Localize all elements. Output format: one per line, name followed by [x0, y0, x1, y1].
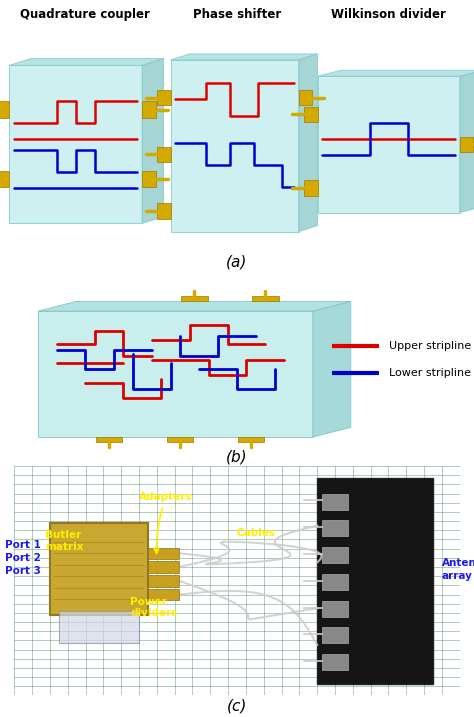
Polygon shape [157, 204, 171, 219]
Bar [322, 547, 348, 563]
Text: Upper stripline: Upper stripline [389, 341, 471, 351]
Bar [148, 561, 179, 573]
Polygon shape [96, 437, 122, 442]
Polygon shape [0, 171, 9, 187]
Bar [148, 575, 179, 587]
Polygon shape [299, 90, 312, 105]
Polygon shape [38, 311, 313, 437]
Polygon shape [38, 301, 351, 311]
Text: Lower stripline: Lower stripline [389, 368, 471, 378]
Bar [322, 627, 348, 643]
Text: Power
dividers: Power dividers [130, 597, 177, 619]
Polygon shape [9, 59, 164, 65]
Polygon shape [142, 102, 156, 118]
Bar [148, 548, 179, 559]
Bar [322, 521, 348, 536]
Polygon shape [313, 301, 351, 437]
Bar [59, 611, 139, 642]
Text: Phase shifter: Phase shifter [193, 8, 281, 22]
Polygon shape [157, 90, 171, 105]
Polygon shape [460, 70, 474, 212]
Polygon shape [304, 181, 318, 196]
Polygon shape [167, 437, 193, 442]
Polygon shape [142, 171, 156, 187]
Text: Butler
matrix: Butler matrix [46, 531, 84, 552]
Text: Cables: Cables [237, 528, 276, 538]
Polygon shape [299, 54, 318, 232]
Polygon shape [157, 147, 171, 162]
Polygon shape [304, 107, 318, 122]
Polygon shape [181, 296, 208, 301]
Bar [317, 478, 433, 684]
Text: (a): (a) [226, 255, 248, 270]
Bar [322, 654, 348, 670]
Text: Port 1
Port 2
Port 3: Port 1 Port 2 Port 3 [5, 540, 41, 576]
Polygon shape [252, 296, 279, 301]
Polygon shape [142, 59, 164, 224]
Polygon shape [171, 54, 318, 60]
Polygon shape [318, 76, 460, 212]
Text: Adapters: Adapters [139, 493, 192, 553]
Polygon shape [318, 70, 474, 76]
Text: (c): (c) [227, 699, 247, 714]
Polygon shape [238, 437, 264, 442]
Bar [322, 493, 348, 510]
Bar [50, 523, 148, 615]
Bar [148, 589, 179, 600]
Polygon shape [0, 102, 9, 118]
Bar [322, 574, 348, 590]
Text: Wilkinson divider: Wilkinson divider [331, 8, 446, 22]
Text: (b): (b) [226, 449, 248, 464]
Bar [322, 601, 348, 617]
Polygon shape [460, 137, 473, 152]
Text: Quadrature coupler: Quadrature coupler [20, 8, 150, 22]
Polygon shape [171, 60, 299, 232]
Polygon shape [9, 65, 142, 224]
Text: Antenna
array: Antenna array [442, 558, 474, 581]
